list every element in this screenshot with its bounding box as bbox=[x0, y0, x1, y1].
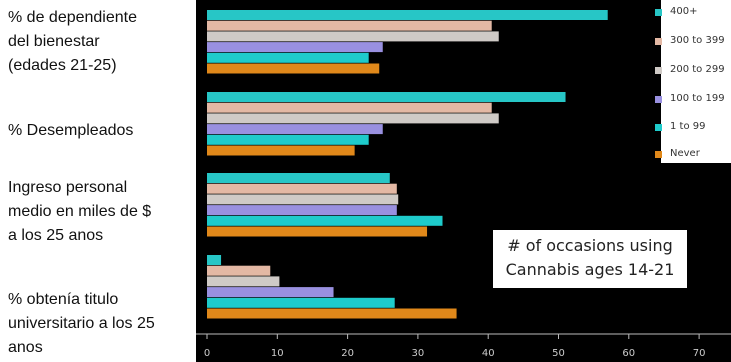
bar bbox=[207, 102, 492, 113]
x-tick-label: 40 bbox=[482, 348, 495, 359]
chart-annotation: # of occasions using Cannabis ages 14-21 bbox=[493, 230, 687, 288]
bar bbox=[207, 145, 355, 156]
x-tick-label: 60 bbox=[622, 348, 635, 359]
legend-swatch bbox=[655, 124, 662, 131]
x-tick-label: 10 bbox=[271, 348, 284, 359]
bar bbox=[207, 20, 492, 31]
x-tick-label: 30 bbox=[412, 348, 425, 359]
legend-label: 100 to 199 bbox=[670, 93, 725, 104]
category-label-degree: % obtenía titulo universitario a los 25 … bbox=[8, 291, 155, 356]
bar bbox=[207, 42, 383, 53]
legend-item-100-199: 100 to 199 bbox=[655, 87, 731, 111]
legend-item-1-99: 1 to 99 bbox=[655, 115, 731, 139]
bar bbox=[207, 194, 399, 205]
bar bbox=[207, 10, 608, 20]
category-label-welfare: % de dependiente del bienestar (edades 2… bbox=[8, 9, 137, 74]
legend-label: 1 to 99 bbox=[670, 121, 706, 132]
annotation-text: # of occasions using Cannabis ages 14-21 bbox=[505, 236, 675, 279]
bar bbox=[207, 308, 457, 319]
x-tick-label: 0 bbox=[204, 348, 210, 359]
legend-label: Never bbox=[670, 148, 700, 159]
legend-swatch bbox=[655, 67, 662, 74]
bar bbox=[207, 124, 383, 135]
bar bbox=[207, 31, 499, 42]
bar bbox=[207, 52, 369, 63]
legend-item-300-399: 300 to 399 bbox=[655, 29, 731, 53]
legend-swatch bbox=[655, 38, 662, 45]
x-tick-label: 20 bbox=[341, 348, 354, 359]
legend-item-200-299: 200 to 299 bbox=[655, 58, 731, 82]
legend-item-400plus: 400+ bbox=[655, 0, 731, 24]
bar bbox=[207, 183, 397, 194]
x-tick-label: 50 bbox=[552, 348, 565, 359]
category-labels: % de dependiente del bienestar (edades 2… bbox=[0, 0, 196, 362]
bar bbox=[207, 134, 369, 145]
legend: 400+ 300 to 399 200 to 299 100 to 199 1 … bbox=[655, 0, 731, 166]
legend-label: 200 to 299 bbox=[670, 64, 725, 75]
legend-swatch bbox=[655, 9, 662, 16]
bar bbox=[207, 215, 443, 226]
legend-label: 400+ bbox=[670, 6, 698, 17]
legend-item-never: Never bbox=[655, 142, 731, 166]
legend-label: 300 to 399 bbox=[670, 35, 725, 46]
bar bbox=[207, 287, 334, 298]
bar bbox=[207, 92, 566, 102]
category-label-unemployed: % Desempleados bbox=[8, 122, 134, 139]
x-tick-label: 70 bbox=[693, 348, 706, 359]
bar bbox=[207, 265, 271, 276]
bar bbox=[207, 173, 390, 183]
bar-chart: 0 10 20 30 40 50 60 70 bbox=[196, 10, 731, 359]
bar bbox=[207, 113, 499, 124]
legend-swatch bbox=[655, 96, 662, 103]
bar bbox=[207, 205, 397, 216]
bar bbox=[207, 226, 428, 237]
bar bbox=[207, 63, 380, 74]
legend-swatch bbox=[655, 151, 662, 158]
bar bbox=[207, 276, 280, 287]
bar bbox=[207, 297, 395, 308]
category-label-income: Ingreso personal medio en miles de $ a l… bbox=[8, 179, 152, 244]
plot-area: 0 10 20 30 40 50 60 70 400+ 300 to 399 200 to 2… bbox=[196, 0, 731, 362]
bar bbox=[207, 255, 222, 265]
